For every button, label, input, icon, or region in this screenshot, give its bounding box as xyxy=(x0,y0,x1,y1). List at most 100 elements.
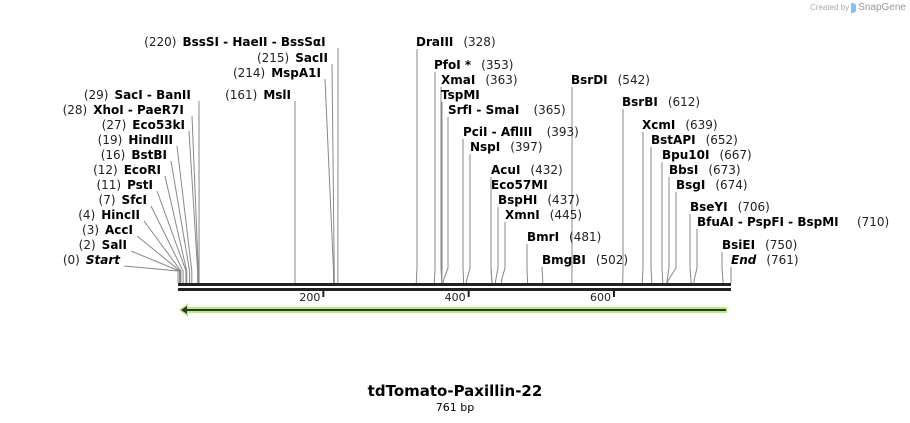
enzyme-name: XcmI xyxy=(642,118,675,132)
site-label-acci[interactable]: (3) AccI xyxy=(82,223,133,237)
site-label-bstapi[interactable]: (652) BstAPI xyxy=(651,133,738,147)
site-label-saci[interactable]: (29) SacI - BanII xyxy=(84,88,191,102)
site-leader-line xyxy=(462,139,465,283)
site-position: (673) xyxy=(708,163,740,177)
site-label-bsgi[interactable]: (674) BsgI xyxy=(676,178,748,192)
site-position: (481) xyxy=(569,230,601,244)
site-leader-line xyxy=(130,250,180,283)
site-position: (28) xyxy=(63,103,88,117)
site-position: (2) xyxy=(79,238,96,252)
site-position: (710) xyxy=(857,215,889,229)
site-label-draiii[interactable]: (328) DraIII xyxy=(416,35,496,49)
site-position: (639) xyxy=(685,118,717,132)
enzyme-name: SalI xyxy=(102,238,127,252)
site-position: (4) xyxy=(78,208,95,222)
enzyme-name: BmrI xyxy=(527,230,559,244)
site-label-acui[interactable]: (432) AcuI xyxy=(491,163,563,177)
site-leader-line xyxy=(324,78,335,283)
site-label-hincii[interactable]: (4) HincII xyxy=(78,208,140,222)
site-leader-line xyxy=(500,222,506,283)
ruler-tick-label: 600 xyxy=(590,291,611,304)
site-position: (706) xyxy=(738,200,770,214)
site-position: (502) xyxy=(596,253,628,267)
site-label-bseyi[interactable]: (706) BseYI xyxy=(690,200,770,214)
site-label-bsrdi[interactable]: (542) BsrDI xyxy=(571,73,650,87)
enzyme-name: TspMI xyxy=(441,88,480,102)
site-leader-line xyxy=(689,214,692,283)
sequence-backbone xyxy=(178,283,731,291)
feature-arrow[interactable] xyxy=(179,303,727,317)
enzyme-name: End xyxy=(731,253,757,267)
site-position: (674) xyxy=(715,178,747,192)
site-position: (365) xyxy=(533,103,565,117)
site-label-end[interactable]: (761) End xyxy=(731,253,799,267)
site-label-ecori[interactable]: (12) EcoRI xyxy=(93,163,161,177)
site-label-sali[interactable]: (2) SalI xyxy=(79,238,127,252)
enzyme-name: BstBI xyxy=(131,148,167,162)
enzyme-name: XhoI - PaeR7I xyxy=(93,103,184,117)
site-label-hindiii[interactable]: (19) HindIII xyxy=(98,133,173,147)
site-leader-line xyxy=(136,235,181,283)
site-label-msli[interactable]: (161) MslI xyxy=(225,88,291,102)
site-label-pcii[interactable]: (393) PciI - AflIII xyxy=(463,125,579,139)
enzyme-name: Eco53kI xyxy=(132,118,185,132)
site-label-xcmi[interactable]: (639) XcmI xyxy=(642,118,718,132)
site-position: (0) xyxy=(63,253,80,267)
site-label-sfci[interactable]: (7) SfcI xyxy=(99,193,147,207)
site-leader-line xyxy=(650,147,653,283)
site-position: (161) xyxy=(225,88,257,102)
site-position: (328) xyxy=(463,35,495,49)
enzyme-name: XmaI xyxy=(441,73,475,87)
site-label-sacii[interactable]: (215) SacII xyxy=(257,51,328,65)
site-position: (12) xyxy=(93,163,118,177)
site-position: (215) xyxy=(257,51,289,65)
site-label-bstbi[interactable]: (16) BstBI xyxy=(101,148,167,162)
site-label-pfoi[interactable]: (353) PfoI * xyxy=(434,58,513,72)
site-label-bfuai[interactable]: (710) BfuAI - PspFI - BspMI xyxy=(697,215,889,229)
site-leader-line xyxy=(721,252,724,283)
site-label-bsrbi[interactable]: (612) BsrBI xyxy=(622,95,700,109)
site-label-psti[interactable]: (11) PstI xyxy=(96,178,153,192)
site-label-bpu10i[interactable]: (667) Bpu10I xyxy=(662,148,752,162)
site-position: (16) xyxy=(101,148,126,162)
site-label-tspmi[interactable]: TspMI xyxy=(441,88,480,102)
site-leader-line xyxy=(526,244,529,283)
enzyme-name: PfoI * xyxy=(434,58,472,72)
site-label-eco57mi[interactable]: Eco57MI xyxy=(491,178,548,192)
site-leader-line xyxy=(661,162,664,283)
site-label-mspa1i[interactable]: (214) MspA1I xyxy=(233,66,321,80)
enzyme-name: BssSI - HaeII - BssSαI xyxy=(182,35,325,49)
site-label-xmni[interactable]: (445) XmnI xyxy=(505,208,582,222)
enzyme-name: BsrDI xyxy=(571,73,608,87)
site-label-nspi[interactable]: (397) NspI xyxy=(470,140,543,154)
site-label-bsphi[interactable]: (437) BspHI xyxy=(498,193,580,207)
enzyme-name: XmnI xyxy=(505,208,540,222)
enzyme-name: BsrBI xyxy=(622,95,658,109)
site-label-xmai[interactable]: (363) XmaI xyxy=(441,73,518,87)
site-label-xhoi[interactable]: (28) XhoI - PaeR7I xyxy=(63,103,184,117)
site-position: (29) xyxy=(84,88,109,102)
site-leader-lines xyxy=(123,47,732,283)
site-position: (19) xyxy=(98,133,123,147)
site-label-bmgbi[interactable]: (502) BmgBI xyxy=(542,253,628,267)
site-label-bsiei[interactable]: (750) BsiEI xyxy=(722,238,797,252)
enzyme-name: SfcI xyxy=(122,193,147,207)
site-leader-line xyxy=(465,154,471,283)
sequence-name: tdTomato-Paxillin-22 xyxy=(367,382,543,400)
site-position: (3) xyxy=(82,223,99,237)
enzyme-name: BstAPI xyxy=(651,133,696,147)
site-label-srfi[interactable]: (365) SrfI - SmaI xyxy=(448,103,566,117)
enzyme-name: AccI xyxy=(105,223,133,237)
enzyme-name: BmgBI xyxy=(542,253,586,267)
site-position: (542) xyxy=(618,73,650,87)
site-label-eco53ki[interactable]: (27) Eco53kI xyxy=(102,118,185,132)
site-position: (445) xyxy=(550,208,582,222)
ruler: 200 400 600 xyxy=(299,291,616,304)
site-label-bsssi[interactable]: (220) BssSI - HaeII - BssSαI xyxy=(144,35,325,49)
site-label-bbsi[interactable]: (673) BbsI xyxy=(669,163,741,177)
site-label-start[interactable]: (0) Start xyxy=(63,253,121,267)
site-label-bmri[interactable]: (481) BmrI xyxy=(527,230,601,244)
site-position: (393) xyxy=(547,125,579,139)
site-labels: (220) BssSI - HaeII - BssSαI (215) SacII(21… xyxy=(63,35,890,267)
credit-prefix: Created by xyxy=(810,3,850,12)
